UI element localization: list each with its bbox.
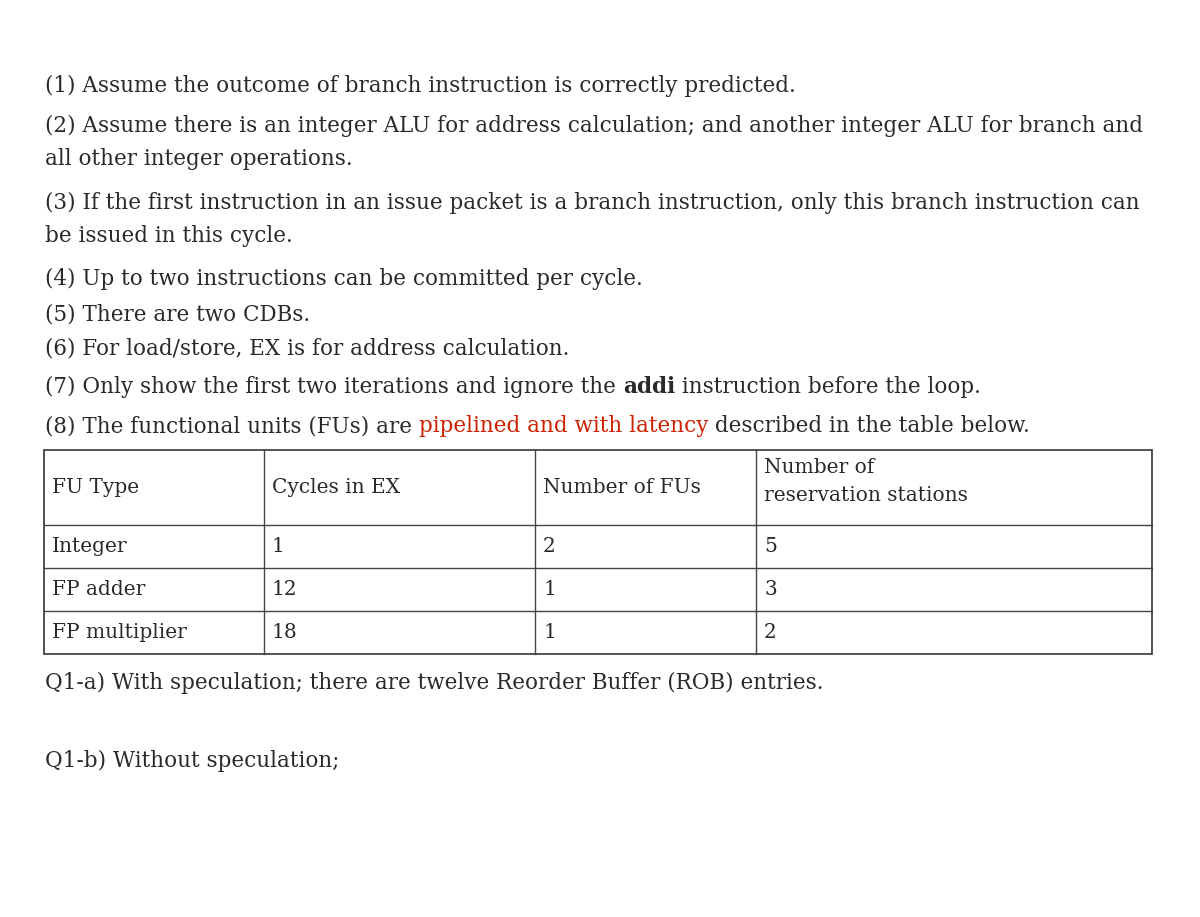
- Text: 2: 2: [542, 537, 556, 556]
- Text: Integer: Integer: [52, 537, 127, 556]
- Text: (7) Only show the first two iterations and ignore the: (7) Only show the first two iterations a…: [46, 376, 623, 398]
- Text: reservation stations: reservation stations: [764, 486, 968, 505]
- Text: 12: 12: [272, 580, 298, 599]
- Text: FP adder: FP adder: [52, 580, 145, 599]
- Text: 3: 3: [764, 580, 776, 599]
- Text: Cycles in EX: Cycles in EX: [272, 478, 400, 497]
- Text: Number of: Number of: [764, 458, 875, 477]
- Text: 5: 5: [764, 537, 776, 556]
- Text: described in the table below.: described in the table below.: [708, 415, 1030, 437]
- Text: 1: 1: [542, 580, 556, 599]
- Text: (2) Assume there is an integer ALU for address calculation; and another integer : (2) Assume there is an integer ALU for a…: [46, 115, 1142, 138]
- Text: all other integer operations.: all other integer operations.: [46, 148, 353, 170]
- Text: 1: 1: [272, 537, 284, 556]
- Text: instruction before the loop.: instruction before the loop.: [674, 376, 980, 398]
- Text: addi: addi: [623, 376, 674, 398]
- Text: FP multiplier: FP multiplier: [52, 623, 187, 642]
- Text: 18: 18: [272, 623, 298, 642]
- Text: (8) The functional units (FUs) are: (8) The functional units (FUs) are: [46, 415, 419, 437]
- Bar: [44, 450, 1152, 654]
- Text: 1: 1: [542, 623, 556, 642]
- Text: (4) Up to two instructions can be committed per cycle.: (4) Up to two instructions can be commit…: [46, 268, 643, 290]
- Text: (5) There are two CDBs.: (5) There are two CDBs.: [46, 303, 310, 325]
- Text: (6) For load/store, EX is for address calculation.: (6) For load/store, EX is for address ca…: [46, 337, 569, 359]
- Text: Q1-b) Without speculation;: Q1-b) Without speculation;: [46, 750, 340, 772]
- Text: 2: 2: [764, 623, 776, 642]
- Text: Number of FUs: Number of FUs: [542, 478, 701, 497]
- Text: Q1-a) With speculation; there are twelve Reorder Buffer (ROB) entries.: Q1-a) With speculation; there are twelve…: [46, 672, 823, 694]
- Text: be issued in this cycle.: be issued in this cycle.: [46, 225, 293, 247]
- Text: pipelined and with latency: pipelined and with latency: [419, 415, 708, 437]
- Text: FU Type: FU Type: [52, 478, 139, 497]
- Text: (3) If the first instruction in an issue packet is a branch instruction, only th: (3) If the first instruction in an issue…: [46, 192, 1140, 214]
- Text: (1) Assume the outcome of branch instruction is correctly predicted.: (1) Assume the outcome of branch instruc…: [46, 75, 796, 97]
